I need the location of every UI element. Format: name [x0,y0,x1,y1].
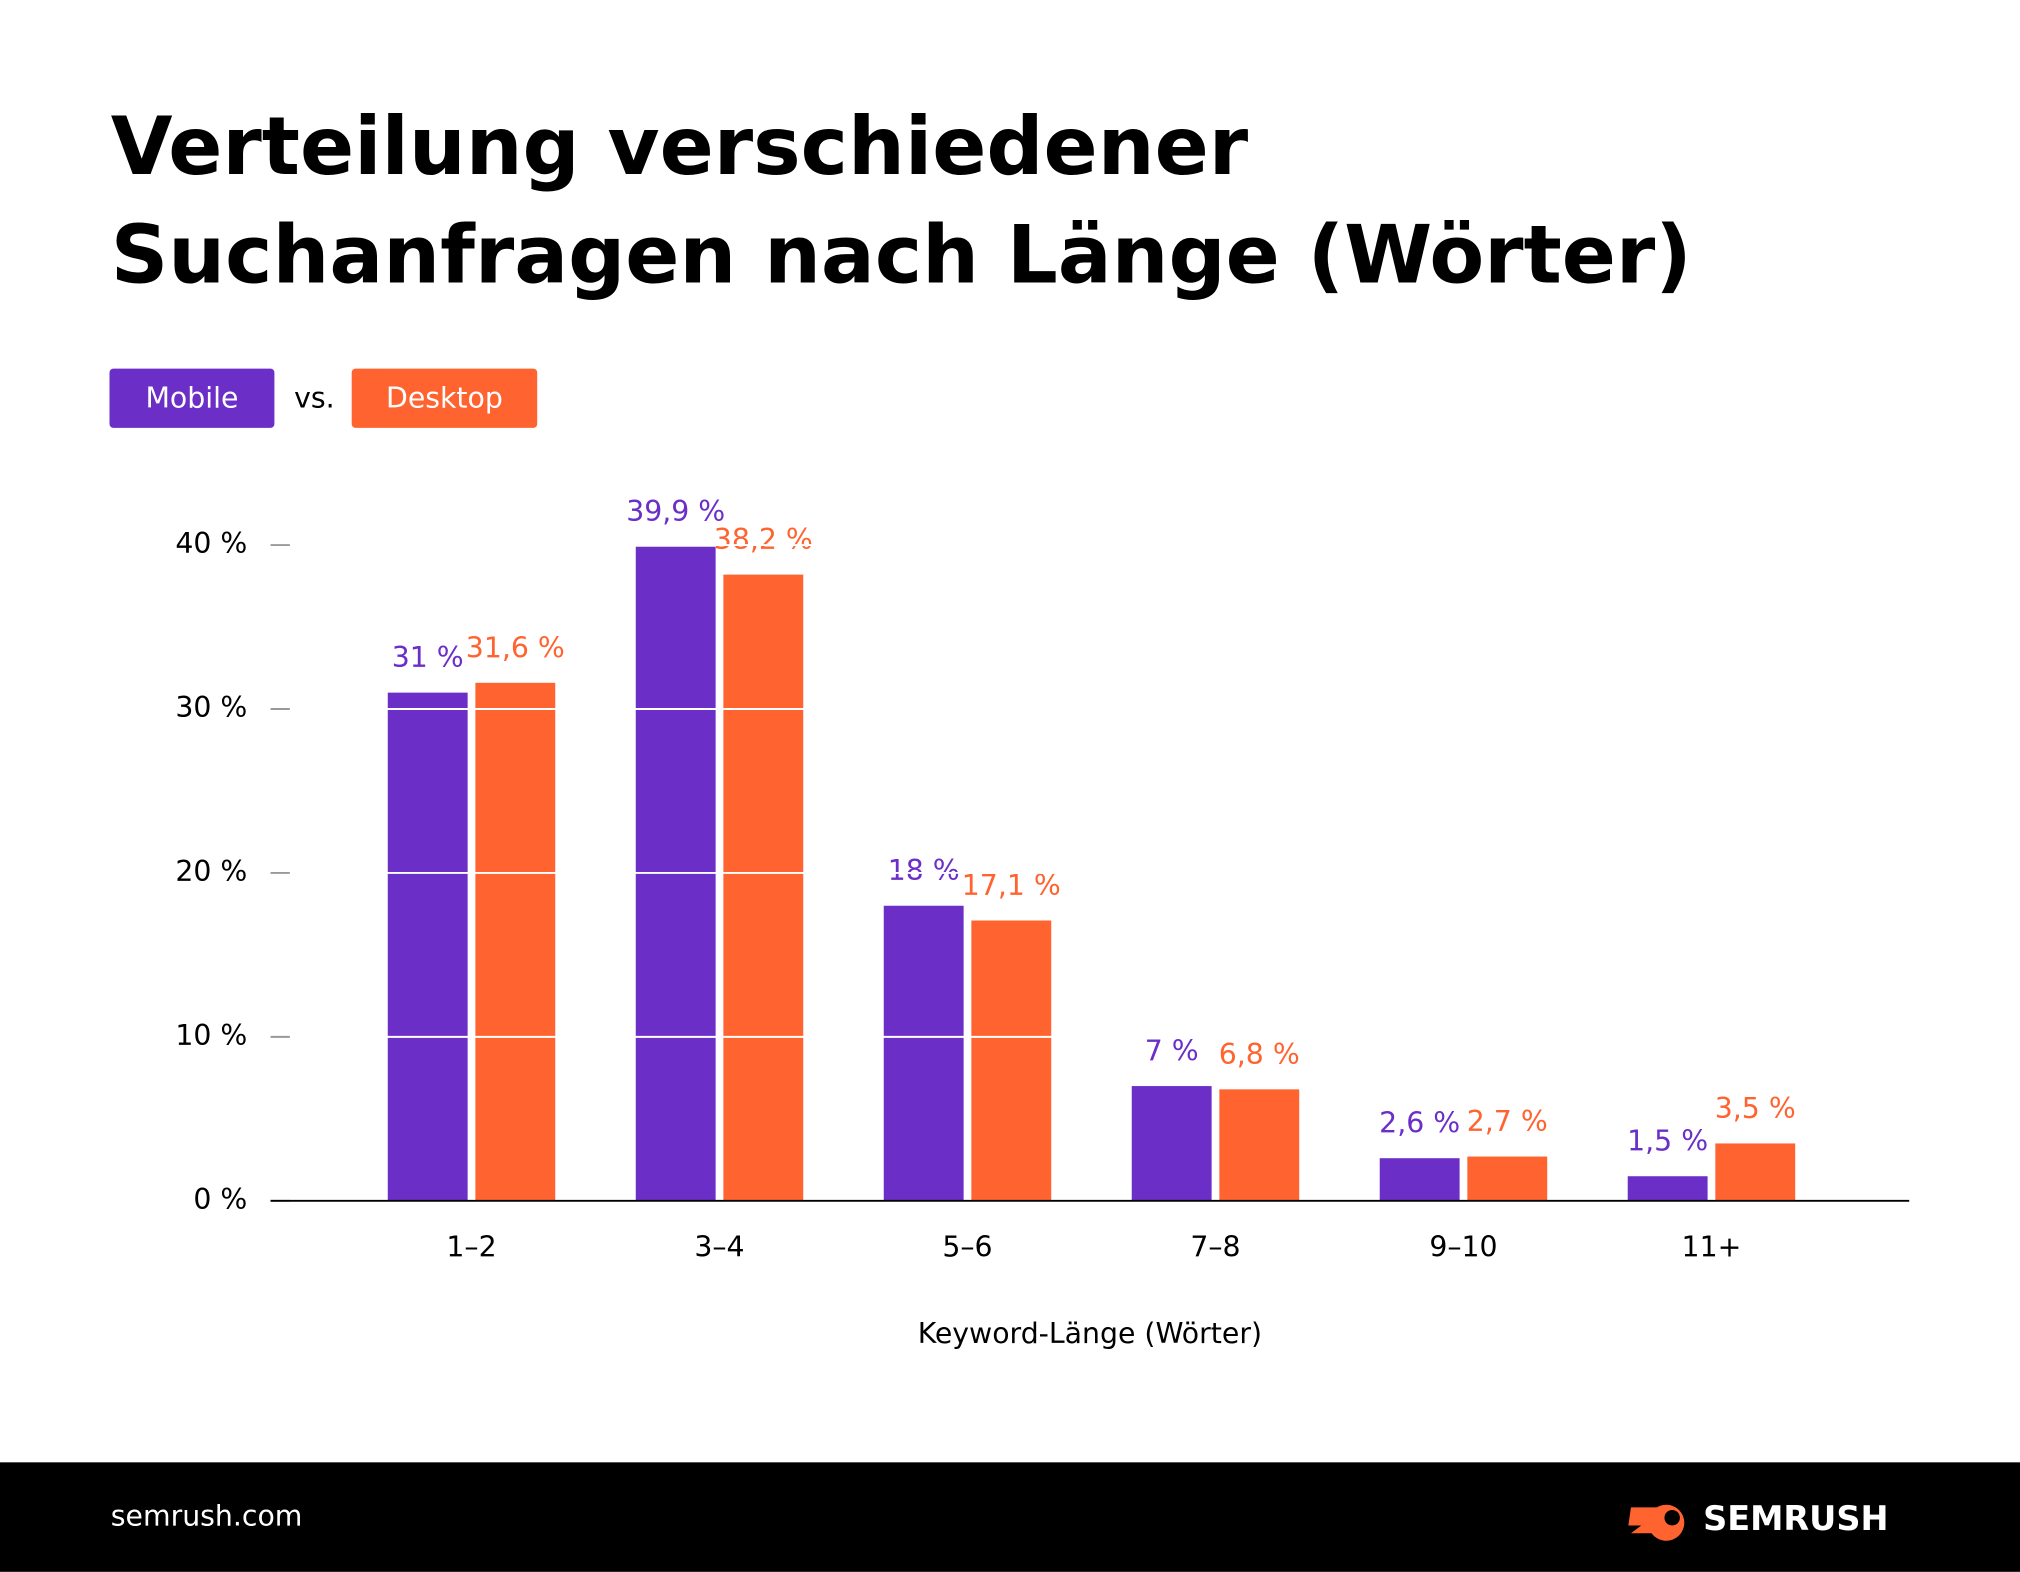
x-tick-label: 1–2 [446,1230,496,1263]
bar [387,692,468,1201]
bar [475,682,556,1201]
x-axis-label: Keyword-Länge (Wörter) [918,1317,1262,1350]
legend-separator: vs. [294,382,335,415]
x-tick-label: 9–10 [1429,1230,1497,1263]
value-label: 1,5 % [1627,1125,1708,1158]
chart-title: Verteilung verschiedener [111,100,1249,193]
value-label: 39,9 % [626,495,725,528]
value-label: 38,2 % [714,523,813,556]
bar [971,920,1052,1201]
y-tick-label: 30 % [175,691,247,724]
bar [1131,1086,1212,1201]
bar [1379,1158,1460,1201]
bar [1715,1143,1796,1201]
legend-swatch [109,368,275,428]
value-label: 3,5 % [1715,1092,1796,1125]
value-label: 2,7 % [1467,1105,1548,1138]
bar [1219,1089,1300,1201]
y-tick-label: 10 % [175,1019,247,1052]
legend-label: Mobile [145,382,238,415]
value-label: 7 % [1145,1035,1199,1068]
y-tick-label: 20 % [175,855,247,888]
brand-name: SEMRUSH [1703,1499,1888,1538]
value-label: 6,8 % [1219,1038,1300,1071]
value-label: 2,6 % [1379,1107,1460,1140]
chart-title: Suchanfragen nach Länge (Wörter) [111,208,1692,301]
bar [723,574,804,1201]
bar [883,905,964,1201]
y-tick-label: 0 % [193,1183,247,1216]
legend-label: Desktop [386,382,503,415]
x-tick-label: 3–4 [694,1230,744,1263]
value-label: 18 % [888,854,960,887]
footer-source: semrush.com [111,1500,303,1533]
y-tick-label: 40 % [175,527,247,560]
x-tick-label: 7–8 [1190,1230,1240,1263]
x-tick-label: 5–6 [942,1230,992,1263]
bar [1627,1176,1708,1201]
brand-logo: SEMRUSH [1628,1499,1889,1541]
value-label: 31,6 % [466,631,565,664]
bar [1467,1156,1548,1201]
legend-swatch [351,368,538,428]
value-label: 17,1 % [962,869,1061,902]
value-label: 31 % [392,641,464,674]
x-tick-label: 11+ [1682,1230,1742,1263]
